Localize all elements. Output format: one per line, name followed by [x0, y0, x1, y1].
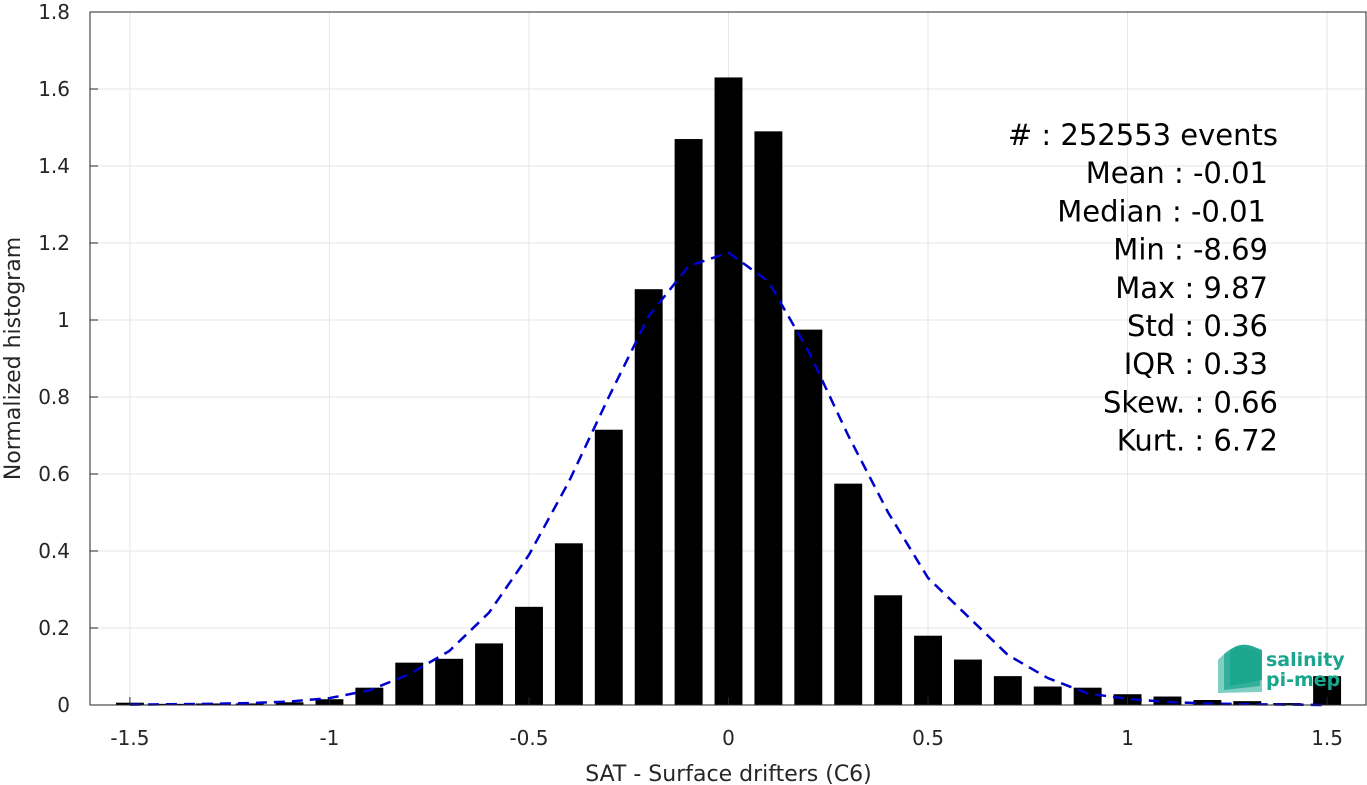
salinity-pimep-logo: salinity pi-mep [1218, 644, 1345, 693]
y-tick-label: 0.2 [38, 616, 70, 640]
histogram-bar [594, 429, 623, 705]
stat-line: Mean : -0.01 [1086, 156, 1268, 190]
histogram-bar [275, 702, 304, 705]
histogram-bar [1273, 703, 1302, 705]
histogram-bar [634, 289, 663, 705]
histogram-bar [794, 329, 823, 705]
histogram-bar [754, 131, 783, 706]
y-tick-label: 0.6 [38, 462, 70, 486]
x-tick-label: -1 [319, 726, 339, 750]
histogram-bar [953, 659, 982, 705]
logo-wave-icon [1218, 644, 1262, 693]
histogram-bar [674, 139, 703, 706]
x-tick-label: -1.5 [110, 726, 149, 750]
x-tick-label: 1.5 [1311, 726, 1343, 750]
stat-line: Kurt. : 6.72 [1117, 424, 1278, 458]
x-tick-label: -0.5 [509, 726, 548, 750]
x-tick-label: 1 [1121, 726, 1134, 750]
stat-line: Max : 9.87 [1115, 271, 1268, 305]
x-tick-label: 0 [722, 726, 735, 750]
stat-line: # : 252553 events [1008, 118, 1278, 152]
logo-text-salinity: salinity [1266, 649, 1345, 671]
histogram-bar [914, 635, 942, 705]
y-tick-label: 1.2 [38, 231, 70, 255]
y-tick-label: 1.6 [38, 77, 70, 101]
stat-line: Std : 0.36 [1127, 309, 1268, 343]
x-axis-label: SAT - Surface drifters (C6) [585, 762, 872, 785]
y-tick-label: 0 [57, 693, 70, 717]
histogram-bar [993, 676, 1022, 705]
stat-line: Min : -8.69 [1113, 233, 1268, 267]
histogram-bar [554, 543, 583, 705]
y-tick-label: 1.8 [38, 0, 70, 24]
y-tick-label: 0.4 [38, 539, 70, 563]
histogram-bar [714, 77, 743, 705]
histogram-bar [435, 658, 464, 705]
y-axis-label: Normalized histogram [1, 237, 26, 480]
logo-text-pimep: pi-mep [1266, 669, 1340, 691]
histogram-bar [874, 595, 903, 705]
axis-labels: SAT - Surface drifters (C6) Normalized h… [1, 237, 872, 785]
axis-ticks: -1.5 -1 -0.5 0 0.5 1 1.5 0 0.2 0.4 0.6 0.8 1 1.2 1.4 1.… [38, 0, 1343, 750]
histogram-bar [475, 643, 504, 705]
statistics-annotation: # : 252553 events Mean : -0.01 Median : -0… [1008, 118, 1278, 458]
y-tick-label: 1.4 [38, 154, 70, 178]
y-tick-label: 0.8 [38, 385, 70, 409]
histogram-bar [235, 703, 264, 705]
stat-line: Skew. : 0.66 [1103, 385, 1278, 419]
histogram-bar [355, 687, 384, 705]
stat-line: Median : -0.01 [1057, 194, 1266, 228]
x-tick-label: 0.5 [912, 726, 944, 750]
histogram-bar [515, 606, 543, 705]
histogram-bar [1033, 686, 1062, 705]
stat-line: IQR : 0.33 [1124, 347, 1268, 381]
y-tick-label: 1 [57, 308, 70, 332]
histogram-bar [834, 483, 863, 705]
